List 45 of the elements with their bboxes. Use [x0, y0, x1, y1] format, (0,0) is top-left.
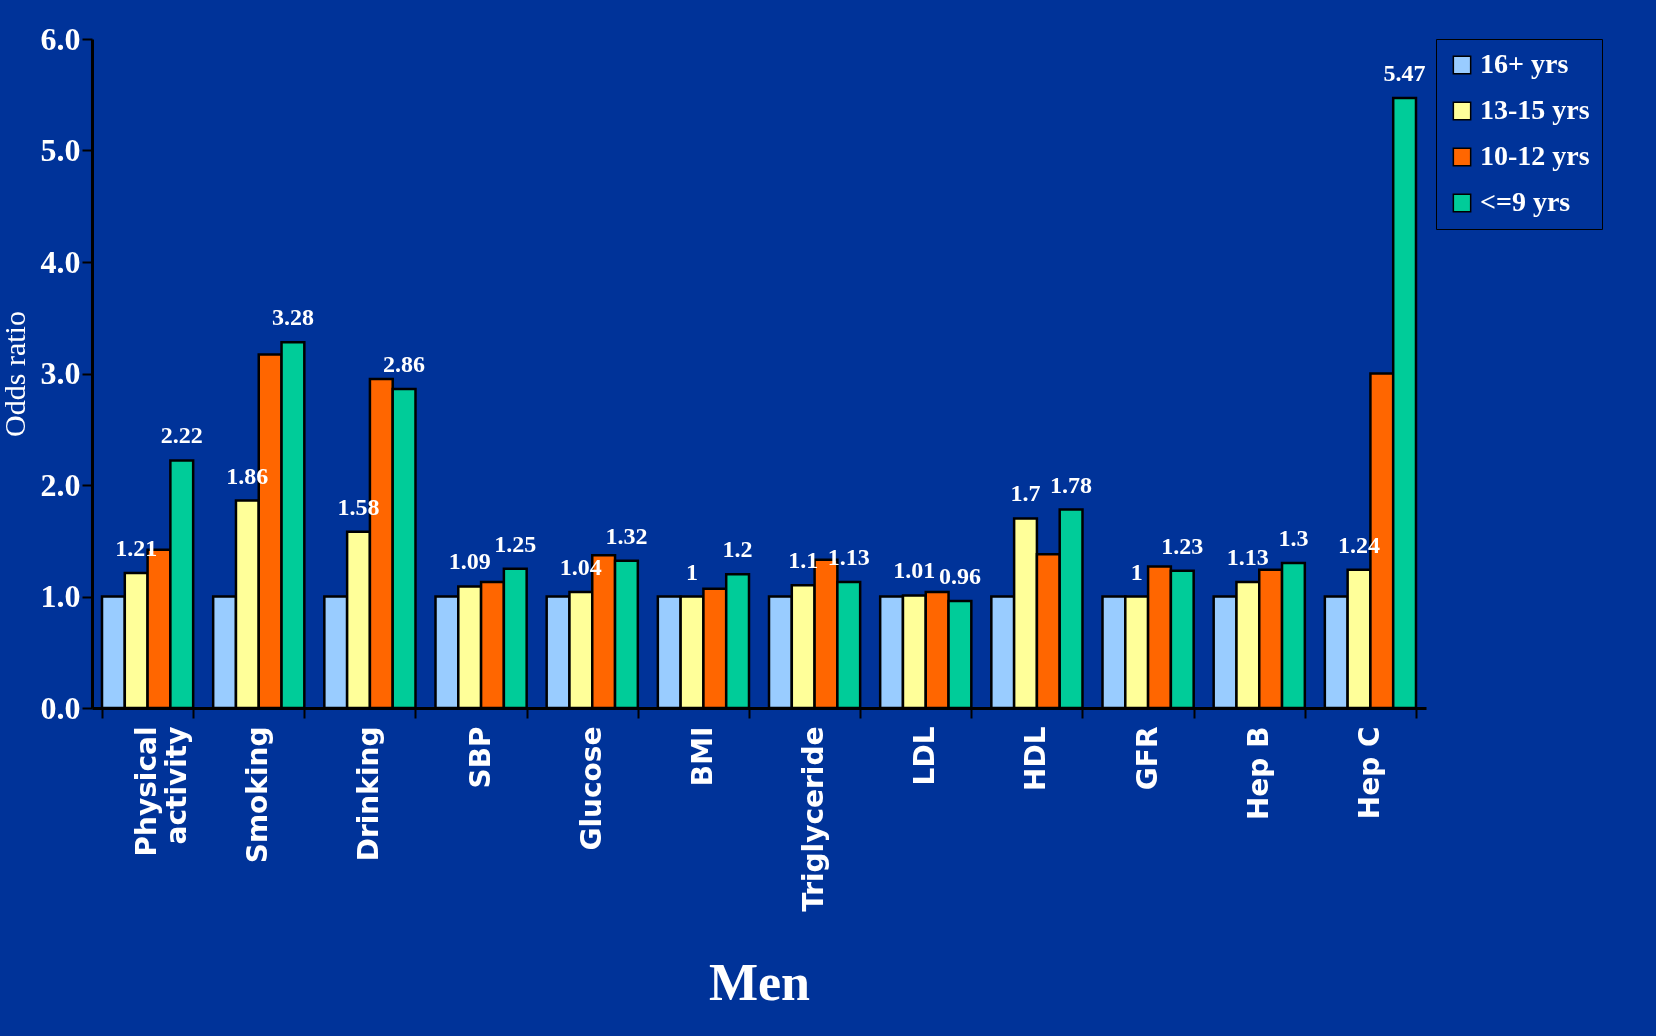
y-tick-label: 5.0	[40, 132, 81, 168]
x-tick-label: Triglyceride	[797, 726, 831, 912]
data-label: 1	[686, 558, 699, 585]
data-label: 1.13	[1226, 544, 1269, 571]
y-tick-label: 4.0	[40, 243, 81, 280]
data-label: 2.22	[160, 422, 203, 449]
y-tick-label: 2.0	[40, 466, 81, 503]
y-axis-title: Odds ratio	[0, 311, 31, 437]
data-label: 1.7	[1010, 480, 1041, 507]
x-tick-label: Hep C	[1352, 726, 1386, 820]
x-tick-label: Glucose	[574, 726, 608, 851]
data-label: 5.47	[1383, 60, 1426, 87]
legend-label: 13-15 yrs	[1480, 94, 1590, 125]
x-tick-label: BMI	[685, 726, 719, 787]
y-tick-label: 6.0	[40, 20, 81, 57]
y-tick-label: 1.0	[40, 578, 81, 614]
legend-label: 10-12 yrs	[1480, 140, 1590, 171]
data-label: 1.32	[605, 522, 648, 549]
data-label: 2.86	[383, 351, 426, 378]
x-tick-label: Hep B	[1241, 726, 1275, 821]
data-label: 1.09	[448, 548, 491, 575]
legend-label: <=9 yrs	[1480, 186, 1571, 217]
x-tick-label: Smoking	[241, 726, 275, 864]
data-label: 0.96	[938, 562, 981, 589]
x-tick-label: SBP	[463, 726, 497, 789]
y-tick-label: 0.0	[40, 689, 81, 726]
data-label: 1.78	[1050, 471, 1093, 498]
data-label: 3.28	[271, 304, 314, 331]
data-label: 1	[1130, 558, 1143, 585]
data-label: 1.1	[788, 547, 819, 574]
x-axis-title: Men	[708, 953, 811, 1011]
y-tick-label: 3.0	[40, 355, 81, 391]
data-label: 1.13	[827, 544, 870, 571]
x-tick-label: GFR	[1130, 726, 1164, 791]
x-tick-label: Drinking	[352, 726, 386, 862]
data-label: 1.25	[494, 530, 537, 557]
x-tick-label: LDL	[908, 726, 942, 786]
x-tick-label: HDL	[1019, 726, 1053, 792]
data-label: 1.21	[115, 535, 158, 562]
data-label: 1.2	[722, 536, 753, 563]
data-label: 1.01	[893, 557, 936, 584]
x-tick-label: Physical activity	[130, 726, 194, 857]
legend-label: 16+ yrs	[1480, 48, 1569, 79]
data-label: 1.23	[1161, 532, 1204, 559]
data-label: 1.3	[1278, 525, 1309, 552]
